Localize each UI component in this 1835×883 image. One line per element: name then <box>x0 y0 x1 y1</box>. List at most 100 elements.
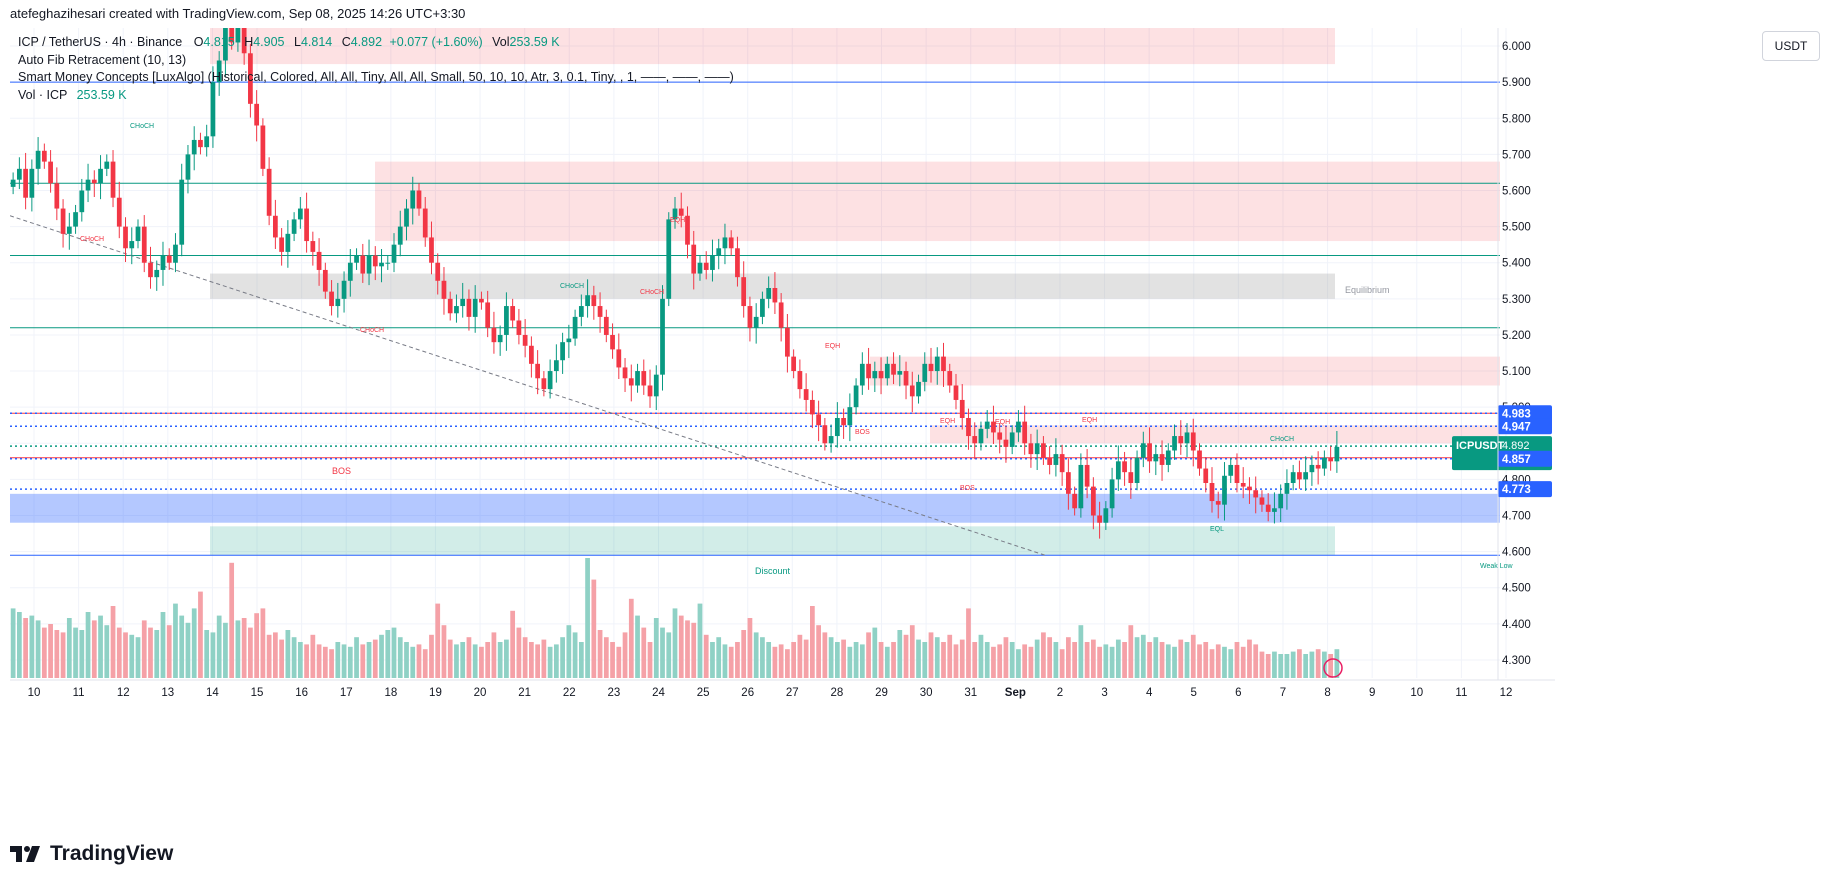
candle-body[interactable] <box>510 306 516 321</box>
candle-body[interactable] <box>1090 486 1096 516</box>
candle-body[interactable] <box>966 418 971 437</box>
candle-body[interactable] <box>1066 472 1071 494</box>
candle-body[interactable] <box>79 190 85 213</box>
candle-body[interactable] <box>847 407 853 426</box>
candle-body[interactable] <box>504 306 509 335</box>
candle-body[interactable] <box>516 320 522 335</box>
candle-body[interactable] <box>934 356 940 372</box>
candle-body[interactable] <box>460 298 466 307</box>
candle-body[interactable] <box>834 418 840 437</box>
candle-body[interactable] <box>166 255 172 263</box>
candle-body[interactable] <box>1084 464 1090 487</box>
candle-body[interactable] <box>741 277 747 307</box>
candle-body[interactable] <box>191 139 197 155</box>
candle-body[interactable] <box>1172 436 1177 451</box>
candle-body[interactable] <box>791 356 797 372</box>
candle-body[interactable] <box>404 208 409 227</box>
candle-body[interactable] <box>660 298 665 375</box>
candle-body[interactable] <box>60 208 66 234</box>
candle-body[interactable] <box>722 237 728 249</box>
candle-body[interactable] <box>91 179 97 184</box>
indicator-volume[interactable]: Vol · ICP 253.59 K <box>18 87 734 105</box>
symbol-name[interactable]: ICP / TetherUS · 4h · Binance <box>18 35 183 49</box>
candle-body[interactable] <box>485 302 491 328</box>
candle-body[interactable] <box>316 251 322 270</box>
candle-body[interactable] <box>1290 472 1296 483</box>
candle-body[interactable] <box>472 298 478 317</box>
candle-body[interactable] <box>447 298 453 314</box>
candle-body[interactable] <box>666 219 672 299</box>
candle-body[interactable] <box>691 244 697 274</box>
candle-body[interactable] <box>903 371 909 386</box>
candle-body[interactable] <box>535 363 541 379</box>
candle-body[interactable] <box>816 414 821 426</box>
candle-body[interactable] <box>248 53 253 104</box>
currency-button[interactable]: USDT <box>1762 31 1820 61</box>
candle-body[interactable] <box>828 436 834 444</box>
candle-body[interactable] <box>809 399 815 415</box>
candle-body[interactable] <box>223 28 228 61</box>
candle-body[interactable] <box>273 215 278 238</box>
candle-body[interactable] <box>547 371 553 390</box>
candle-body[interactable] <box>266 168 272 216</box>
candle-body[interactable] <box>753 316 759 328</box>
candle-body[interactable] <box>866 363 871 379</box>
candle-body[interactable] <box>635 371 640 386</box>
candle-body[interactable] <box>578 306 584 317</box>
candle-body[interactable] <box>54 183 60 209</box>
candle-body[interactable] <box>29 168 35 198</box>
candle-body[interactable] <box>1278 493 1284 509</box>
candle-body[interactable] <box>1103 508 1109 523</box>
candle-body[interactable] <box>897 371 903 375</box>
candle-body[interactable] <box>129 241 135 249</box>
candle-body[interactable] <box>1178 436 1184 444</box>
candle-body[interactable] <box>185 154 191 180</box>
candle-body[interactable] <box>254 103 260 126</box>
candle-body[interactable] <box>560 342 565 361</box>
candle-body[interactable] <box>672 208 678 220</box>
candle-body[interactable] <box>1297 472 1302 480</box>
candle-body[interactable] <box>1284 483 1290 494</box>
candle-body[interactable] <box>697 262 703 274</box>
candle-body[interactable] <box>735 248 740 278</box>
candle-body[interactable] <box>928 363 934 372</box>
candle-body[interactable] <box>716 248 722 256</box>
candle-body[interactable] <box>1315 464 1321 469</box>
candle-body[interactable] <box>497 334 503 343</box>
candle-body[interactable] <box>160 255 166 270</box>
candle-body[interactable] <box>1097 515 1102 523</box>
candle-body[interactable] <box>135 226 141 242</box>
price-level-tag[interactable] <box>1498 481 1552 498</box>
candle-body[interactable] <box>541 378 547 390</box>
candle-body[interactable] <box>859 363 865 386</box>
candle-body[interactable] <box>310 241 316 252</box>
candle-body[interactable] <box>872 371 878 379</box>
candle-body[interactable] <box>1028 443 1034 455</box>
candle-body[interactable] <box>466 298 472 317</box>
candle-body[interactable] <box>279 237 284 252</box>
candle-body[interactable] <box>953 385 959 400</box>
candle-body[interactable] <box>98 168 103 184</box>
candle-body[interactable] <box>1022 421 1028 444</box>
candle-body[interactable] <box>778 302 784 328</box>
candle-body[interactable] <box>1247 486 1252 491</box>
candle-body[interactable] <box>123 226 128 249</box>
candle-body[interactable] <box>891 363 896 375</box>
candle-body[interactable] <box>429 237 434 263</box>
alert-lightning-icon[interactable] <box>1323 658 1343 678</box>
candle-body[interactable] <box>884 363 890 379</box>
candle-body[interactable] <box>941 356 946 372</box>
candle-body[interactable] <box>291 219 297 234</box>
candle-body[interactable] <box>435 262 441 281</box>
candle-body[interactable] <box>73 212 78 227</box>
candle-body[interactable] <box>397 226 403 245</box>
tradingview-brand[interactable]: TradingView <box>10 842 173 866</box>
candle-body[interactable] <box>347 262 353 281</box>
candle-body[interactable] <box>1003 439 1009 447</box>
candle-body[interactable] <box>1303 472 1309 480</box>
candle-body[interactable] <box>285 233 291 252</box>
candle-body[interactable] <box>1309 464 1315 473</box>
candle-body[interactable] <box>1222 475 1227 505</box>
candle-body[interactable] <box>1041 443 1046 458</box>
candle-body[interactable] <box>522 334 528 346</box>
